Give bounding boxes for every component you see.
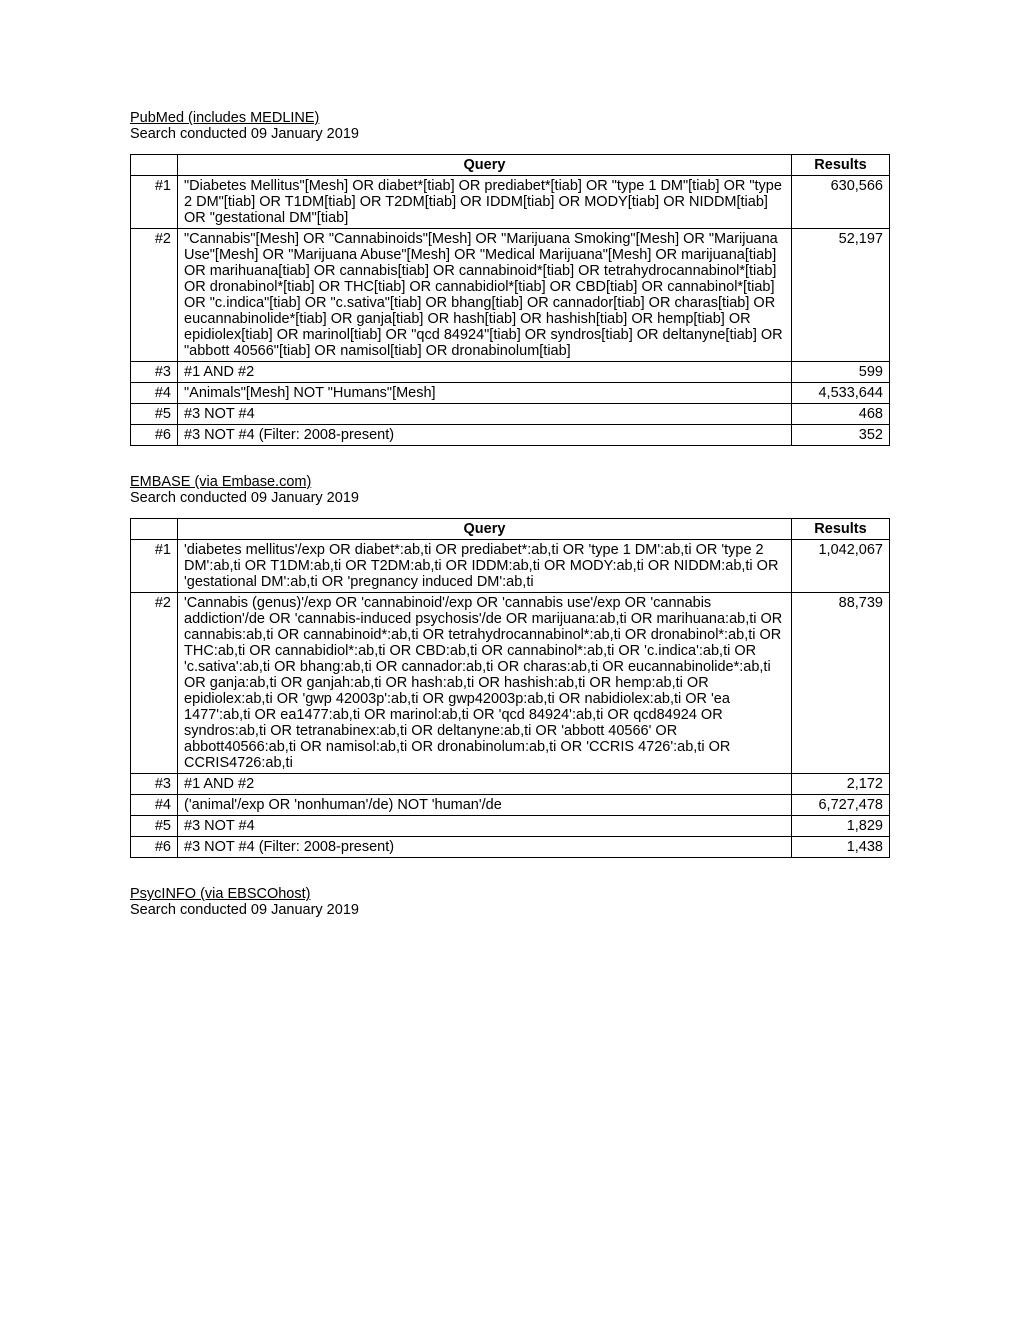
header-query: Query <box>178 519 792 540</box>
row-results: 88,739 <box>792 593 890 774</box>
section-title: PsycINFO (via EBSCOhost) <box>130 886 890 902</box>
table-row: #1"Diabetes Mellitus"[Mesh] OR diabet*[t… <box>131 176 890 229</box>
section-embase: EMBASE (via Embase.com) Search conducted… <box>130 474 890 858</box>
row-results: 52,197 <box>792 229 890 362</box>
row-results: 1,829 <box>792 816 890 837</box>
row-query: #1 AND #2 <box>178 362 792 383</box>
row-query: 'Cannabis (genus)'/exp OR 'cannabinoid'/… <box>178 593 792 774</box>
section-title: EMBASE (via Embase.com) <box>130 474 890 490</box>
table-row: #3#1 AND #22,172 <box>131 774 890 795</box>
header-results: Results <box>792 519 890 540</box>
row-query: "Animals"[Mesh] NOT "Humans"[Mesh] <box>178 383 792 404</box>
table-header-row: Query Results <box>131 519 890 540</box>
row-results: 2,172 <box>792 774 890 795</box>
header-query: Query <box>178 155 792 176</box>
section-date: Search conducted 09 January 2019 <box>130 490 890 506</box>
table-row: #3#1 AND #2599 <box>131 362 890 383</box>
row-id: #3 <box>131 774 178 795</box>
row-id: #5 <box>131 816 178 837</box>
table-row: #6#3 NOT #4 (Filter: 2008-present)1,438 <box>131 837 890 858</box>
row-query: #3 NOT #4 (Filter: 2008-present) <box>178 837 792 858</box>
pubmed-table: Query Results #1"Diabetes Mellitus"[Mesh… <box>130 154 890 446</box>
row-id: #2 <box>131 593 178 774</box>
row-id: #2 <box>131 229 178 362</box>
table-row: #2"Cannabis"[Mesh] OR "Cannabinoids"[Mes… <box>131 229 890 362</box>
row-query: #3 NOT #4 (Filter: 2008-present) <box>178 425 792 446</box>
row-results: 352 <box>792 425 890 446</box>
table-row: #5#3 NOT #41,829 <box>131 816 890 837</box>
row-query: ('animal'/exp OR 'nonhuman'/de) NOT 'hum… <box>178 795 792 816</box>
row-query: #3 NOT #4 <box>178 404 792 425</box>
row-results: 4,533,644 <box>792 383 890 404</box>
table-header-row: Query Results <box>131 155 890 176</box>
section-psycinfo: PsycINFO (via EBSCOhost) Search conducte… <box>130 886 890 918</box>
row-id: #4 <box>131 383 178 404</box>
row-query: #3 NOT #4 <box>178 816 792 837</box>
row-results: 630,566 <box>792 176 890 229</box>
row-results: 468 <box>792 404 890 425</box>
section-pubmed: PubMed (includes MEDLINE) Search conduct… <box>130 110 890 446</box>
row-id: #4 <box>131 795 178 816</box>
table-row: #1'diabetes mellitus'/exp OR diabet*:ab,… <box>131 540 890 593</box>
table-row: #2'Cannabis (genus)'/exp OR 'cannabinoid… <box>131 593 890 774</box>
row-query: "Diabetes Mellitus"[Mesh] OR diabet*[tia… <box>178 176 792 229</box>
row-results: 1,042,067 <box>792 540 890 593</box>
row-id: #5 <box>131 404 178 425</box>
section-date: Search conducted 09 January 2019 <box>130 902 890 918</box>
header-blank <box>131 519 178 540</box>
table-row: #5#3 NOT #4468 <box>131 404 890 425</box>
row-id: #6 <box>131 425 178 446</box>
row-id: #1 <box>131 176 178 229</box>
row-results: 6,727,478 <box>792 795 890 816</box>
row-id: #1 <box>131 540 178 593</box>
table-row: #6#3 NOT #4 (Filter: 2008-present)352 <box>131 425 890 446</box>
row-id: #3 <box>131 362 178 383</box>
section-title: PubMed (includes MEDLINE) <box>130 110 890 126</box>
header-results: Results <box>792 155 890 176</box>
section-date: Search conducted 09 January 2019 <box>130 126 890 142</box>
row-query: 'diabetes mellitus'/exp OR diabet*:ab,ti… <box>178 540 792 593</box>
table-row: #4('animal'/exp OR 'nonhuman'/de) NOT 'h… <box>131 795 890 816</box>
row-results: 1,438 <box>792 837 890 858</box>
row-results: 599 <box>792 362 890 383</box>
row-query: "Cannabis"[Mesh] OR "Cannabinoids"[Mesh]… <box>178 229 792 362</box>
table-row: #4"Animals"[Mesh] NOT "Humans"[Mesh]4,53… <box>131 383 890 404</box>
row-id: #6 <box>131 837 178 858</box>
embase-table: Query Results #1'diabetes mellitus'/exp … <box>130 518 890 858</box>
header-blank <box>131 155 178 176</box>
row-query: #1 AND #2 <box>178 774 792 795</box>
